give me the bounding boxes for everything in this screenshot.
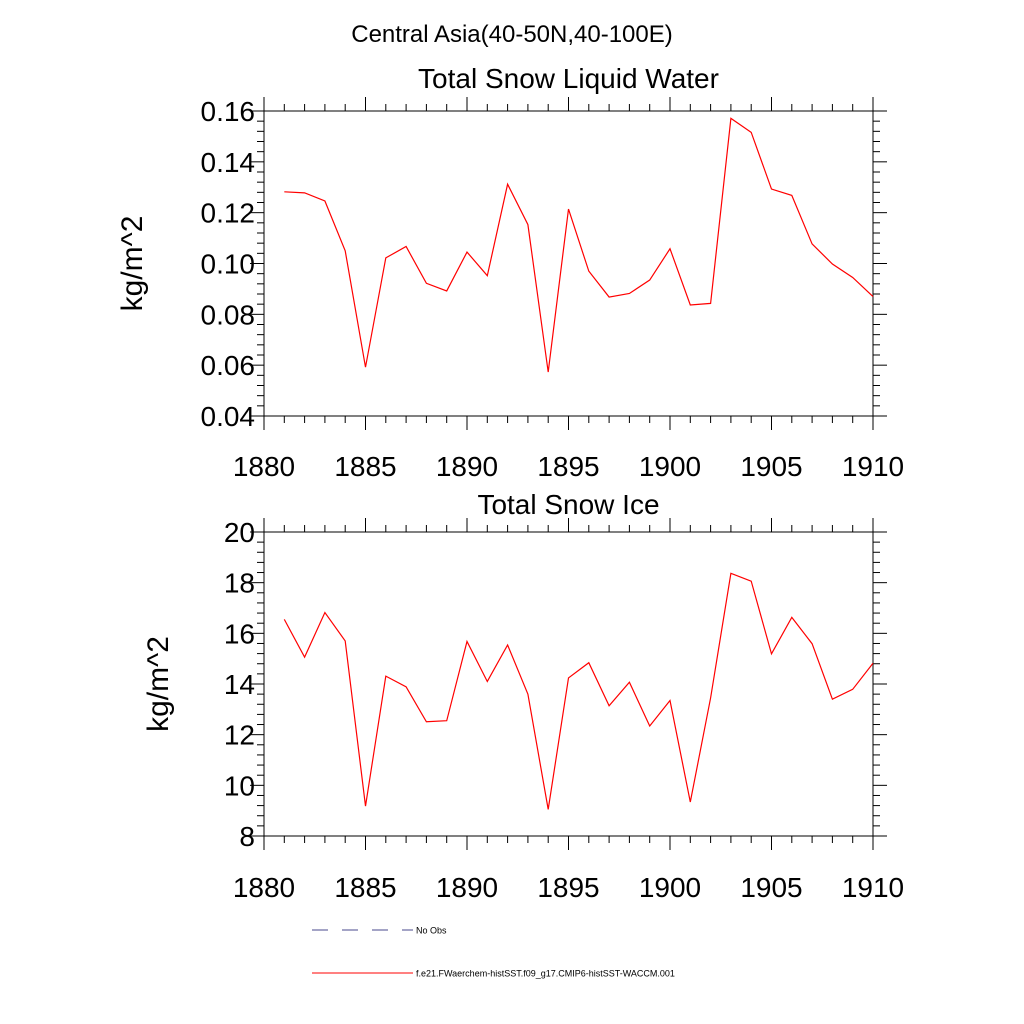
x-tick-label: 1895 [537,872,599,903]
y-tick-label: 8 [239,821,255,852]
plot-frame [263,110,874,417]
series-line-1 [284,117,874,373]
x-tick-label: 1890 [436,451,498,482]
x-tick-label: 1895 [537,451,599,482]
x-tick-label: 1910 [842,872,904,903]
x-tick-label: 1885 [334,872,396,903]
y-tick-label: 0.06 [201,350,256,381]
x-tick-label: 1905 [740,872,802,903]
y-tick-label: 0.04 [201,401,256,432]
x-tick-label: 1880 [233,872,295,903]
y-tick-label: 0.14 [201,147,256,178]
series-line-1 [283,572,874,810]
panel-title: Total Snow Liquid Water [418,63,719,94]
legend-item-2: f.e21.FWaerchem-histSST.f09_g17.CMIP6-hi… [312,969,675,979]
y-axis-label: kg/m^2 [116,216,149,312]
x-tick-label: 1885 [334,451,396,482]
y-tick-label: 0.12 [201,198,256,229]
y-tick-label: 10 [224,770,255,801]
x-tick-label: 1910 [842,451,904,482]
y-tick-label: 0.08 [201,299,256,330]
panel-title: Total Snow Ice [477,489,659,520]
y-tick-label: 20 [224,517,255,548]
x-tick-label: 1890 [436,872,498,903]
legend-label: No Obs [416,926,447,936]
chart-panel-2: Total Snow Ice 1880 1885 1890 1895 1900 1905 19… [142,489,904,903]
legend-item-1: No Obs [312,926,447,936]
x-tick-label: 1900 [639,872,701,903]
y-tick-label: 0.10 [201,249,256,280]
y-tick-label: 0.16 [201,96,256,127]
x-tick-label: 1900 [639,451,701,482]
x-tick-label: 1880 [233,451,295,482]
x-tick-label: 1905 [740,451,802,482]
y-axis-label: kg/m^2 [142,636,175,732]
y-tick-label: 16 [224,618,255,649]
plot-frame [263,531,874,837]
y-tick-label: 14 [224,669,255,700]
chart-panel-1: Total Snow Liquid Water 1880 1885 1890 1895 1… [116,63,904,482]
main-title: Central Asia(40-50N,40-100E) [351,21,673,48]
y-tick-label: 18 [224,568,255,599]
y-tick-label: 12 [224,720,255,751]
legend-label: f.e21.FWaerchem-histSST.f09_g17.CMIP6-hi… [416,969,675,979]
